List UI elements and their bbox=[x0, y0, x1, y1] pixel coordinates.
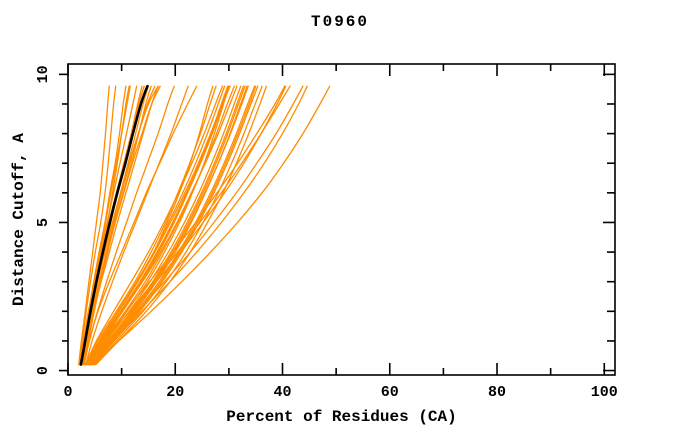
prediction-curve-40 bbox=[91, 85, 308, 366]
prediction-curve-41 bbox=[94, 85, 331, 366]
prediction-curve-17 bbox=[82, 85, 198, 366]
y-tick-label: 0 bbox=[35, 366, 52, 375]
x-tick-label: 60 bbox=[381, 384, 399, 401]
y-tick-label: 10 bbox=[35, 65, 52, 83]
x-tick-label: 20 bbox=[166, 384, 184, 401]
x-axis-label: Percent of Residues (CA) bbox=[226, 408, 457, 426]
plot-title: T0960 bbox=[310, 13, 369, 31]
prediction-curve-43 bbox=[89, 85, 304, 366]
prediction-curve-10 bbox=[79, 85, 138, 366]
reference-curve bbox=[79, 84, 149, 366]
prediction-curve-27 bbox=[90, 85, 249, 366]
x-tick-label: 0 bbox=[63, 384, 72, 401]
prediction-curve-25 bbox=[93, 85, 259, 366]
prediction-curve-20 bbox=[84, 85, 217, 366]
y-tick-label: 5 bbox=[35, 218, 52, 227]
prediction-curve-13 bbox=[81, 85, 161, 366]
prediction-curve-37 bbox=[92, 85, 257, 366]
x-tick-label: 100 bbox=[591, 384, 618, 401]
x-tick-label: 40 bbox=[274, 384, 292, 401]
prediction-curve-36 bbox=[86, 85, 238, 366]
prediction-curve-16 bbox=[85, 85, 189, 366]
prediction-curve-44 bbox=[86, 85, 286, 366]
x-tick-label: 80 bbox=[488, 384, 506, 401]
prediction-curve-1 bbox=[78, 85, 117, 366]
prediction-curve-19 bbox=[88, 85, 230, 366]
prediction-curve-28 bbox=[85, 85, 224, 366]
prediction-curve-14 bbox=[78, 85, 110, 366]
prediction-curve-42 bbox=[87, 85, 291, 366]
plot-box bbox=[67, 63, 616, 376]
prediction-curve-11 bbox=[81, 85, 159, 366]
prediction-curve-38 bbox=[95, 85, 268, 366]
prediction-curve-34 bbox=[86, 85, 230, 366]
